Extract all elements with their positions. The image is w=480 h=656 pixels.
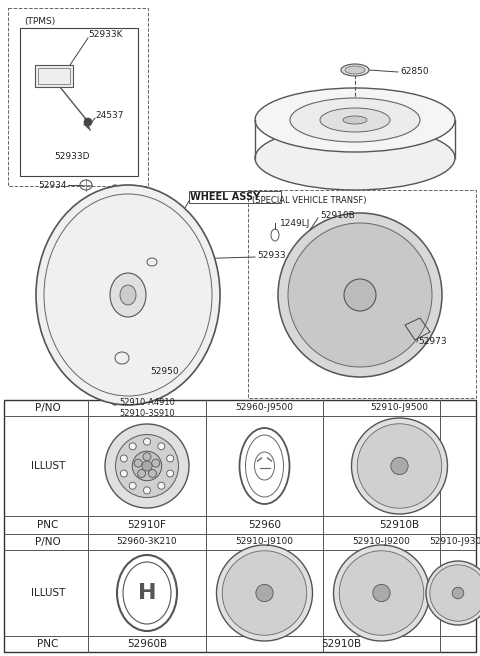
Text: 52933D: 52933D (54, 152, 90, 161)
Text: H: H (138, 583, 156, 603)
Ellipse shape (36, 185, 220, 405)
Text: (SPECIAL VEHICLE TRANSF): (SPECIAL VEHICLE TRANSF) (252, 196, 367, 205)
Text: 52960-J9500: 52960-J9500 (236, 403, 293, 413)
Ellipse shape (167, 470, 174, 477)
Ellipse shape (84, 118, 92, 126)
Ellipse shape (120, 285, 136, 305)
Text: 62850: 62850 (400, 68, 429, 77)
Text: 52910B: 52910B (320, 211, 355, 220)
Bar (38, 68, 70, 84)
Text: 52960B: 52960B (127, 639, 167, 649)
Ellipse shape (120, 470, 127, 477)
Bar (248, 190, 476, 398)
Ellipse shape (129, 443, 136, 450)
Ellipse shape (116, 434, 179, 497)
Ellipse shape (148, 470, 156, 478)
Text: 52910B: 52910B (321, 639, 361, 649)
Ellipse shape (288, 223, 432, 367)
Ellipse shape (222, 551, 307, 635)
Ellipse shape (391, 457, 408, 475)
Text: ILLUST: ILLUST (31, 588, 65, 598)
Ellipse shape (158, 443, 165, 450)
Ellipse shape (158, 482, 165, 489)
Text: P/NO: P/NO (35, 537, 61, 547)
Text: 52934: 52934 (38, 180, 67, 190)
Ellipse shape (373, 584, 390, 602)
Bar (35, 65, 73, 87)
Text: 52910B: 52910B (379, 520, 420, 530)
Bar (8, 8, 148, 186)
Text: ILLUST: ILLUST (31, 461, 65, 471)
Text: 1249LJ: 1249LJ (280, 218, 311, 228)
Text: 52910-J9300: 52910-J9300 (429, 537, 480, 546)
Text: 52933: 52933 (257, 251, 286, 260)
Ellipse shape (255, 88, 455, 152)
Text: 24537: 24537 (95, 110, 123, 119)
Ellipse shape (167, 455, 174, 462)
Ellipse shape (452, 587, 464, 599)
Bar (189, 191, 281, 203)
Text: PNC: PNC (37, 520, 59, 530)
Text: 52910F: 52910F (128, 520, 167, 530)
Ellipse shape (97, 185, 133, 405)
Ellipse shape (132, 451, 162, 481)
Ellipse shape (138, 470, 145, 478)
Ellipse shape (256, 584, 273, 602)
Ellipse shape (142, 461, 152, 471)
Ellipse shape (255, 126, 455, 190)
Ellipse shape (341, 64, 369, 76)
Ellipse shape (110, 273, 146, 317)
Text: 52950: 52950 (150, 367, 179, 377)
Ellipse shape (120, 455, 127, 462)
Text: 52910-J9200: 52910-J9200 (353, 537, 410, 546)
Text: PNC: PNC (37, 639, 59, 649)
Ellipse shape (344, 279, 376, 311)
Text: 52910-A4910
52910-3S910: 52910-A4910 52910-3S910 (119, 398, 175, 418)
Text: 52910-J9500: 52910-J9500 (371, 403, 429, 413)
Text: 52960-3K210: 52960-3K210 (117, 537, 177, 546)
Ellipse shape (345, 66, 365, 74)
Ellipse shape (334, 545, 430, 641)
Text: WHEEL ASSY: WHEEL ASSY (190, 192, 260, 202)
Ellipse shape (290, 98, 420, 142)
Bar (4, 400, 476, 652)
Ellipse shape (144, 438, 151, 445)
Ellipse shape (134, 459, 142, 467)
Ellipse shape (351, 418, 447, 514)
Ellipse shape (216, 545, 312, 641)
Ellipse shape (129, 482, 136, 489)
Ellipse shape (430, 565, 480, 621)
Text: 52960: 52960 (248, 520, 281, 530)
Ellipse shape (278, 213, 442, 377)
Text: 52910-J9100: 52910-J9100 (236, 537, 293, 546)
Ellipse shape (320, 108, 390, 132)
Ellipse shape (426, 561, 480, 625)
Text: P/NO: P/NO (35, 403, 61, 413)
Ellipse shape (357, 424, 442, 508)
Text: (TPMS): (TPMS) (24, 17, 55, 26)
Text: 52933K: 52933K (88, 30, 122, 39)
Ellipse shape (152, 459, 160, 467)
Ellipse shape (339, 551, 424, 635)
Ellipse shape (343, 116, 367, 124)
Ellipse shape (144, 487, 151, 494)
Text: 52973: 52973 (418, 337, 446, 346)
Ellipse shape (143, 453, 151, 461)
Bar (20, 28, 138, 176)
Ellipse shape (105, 424, 189, 508)
